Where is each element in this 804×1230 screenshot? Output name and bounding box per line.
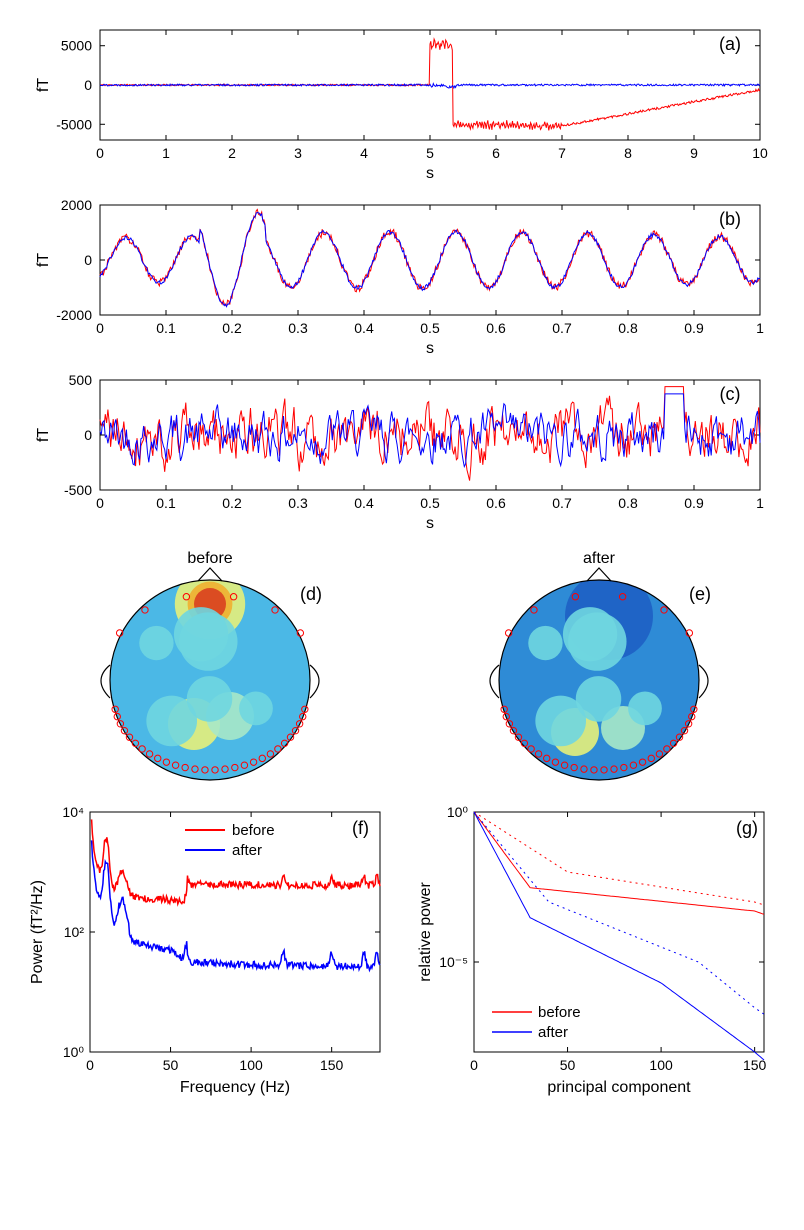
svg-text:after: after <box>538 1024 568 1041</box>
svg-text:1: 1 <box>756 320 764 336</box>
svg-text:fT: fT <box>35 428 52 442</box>
svg-text:0.2: 0.2 <box>222 495 242 511</box>
svg-text:0: 0 <box>86 1057 94 1073</box>
svg-text:s: s <box>426 340 434 357</box>
svg-text:(d): (d) <box>300 584 322 604</box>
svg-text:10⁻⁵: 10⁻⁵ <box>439 954 468 970</box>
svg-text:s: s <box>426 515 434 532</box>
svg-text:4: 4 <box>360 145 368 161</box>
svg-text:-2000: -2000 <box>56 307 92 323</box>
svg-text:0: 0 <box>84 252 92 268</box>
svg-text:0.5: 0.5 <box>420 495 440 511</box>
svg-text:150: 150 <box>320 1057 344 1073</box>
svg-text:1: 1 <box>756 495 764 511</box>
svg-text:0.6: 0.6 <box>486 495 506 511</box>
svg-text:9: 9 <box>690 145 698 161</box>
svg-text:principal component: principal component <box>547 1079 691 1096</box>
svg-text:6: 6 <box>492 145 500 161</box>
svg-text:0.3: 0.3 <box>288 320 308 336</box>
svg-text:0: 0 <box>84 77 92 93</box>
svg-text:0.8: 0.8 <box>618 320 638 336</box>
svg-text:0.2: 0.2 <box>222 320 242 336</box>
svg-text:8: 8 <box>624 145 632 161</box>
svg-text:0.1: 0.1 <box>156 320 176 336</box>
panel-f: 0 50 100 150 10⁰ 10² 10⁴ Frequency (Hz) Power (f… <box>20 800 400 1110</box>
panel-g: 05010015010⁻⁵10⁰principal componentrelat… <box>404 800 784 1110</box>
svg-text:100: 100 <box>649 1057 673 1073</box>
svg-text:-500: -500 <box>64 482 92 498</box>
svg-text:Power (fT²/Hz): Power (fT²/Hz) <box>29 880 46 984</box>
panel-b: 00.10.20.30.40.50.60.70.80.91-200002000s… <box>20 195 784 360</box>
panel-e: after (e) <box>409 545 784 790</box>
svg-text:50: 50 <box>560 1057 576 1073</box>
svg-text:0.9: 0.9 <box>684 495 704 511</box>
svg-text:0.7: 0.7 <box>552 320 572 336</box>
svg-text:Frequency (Hz): Frequency (Hz) <box>180 1079 290 1096</box>
svg-text:0.5: 0.5 <box>420 320 440 336</box>
svg-text:10⁰: 10⁰ <box>63 1044 85 1060</box>
svg-text:0: 0 <box>96 320 104 336</box>
svg-text:0: 0 <box>96 145 104 161</box>
svg-text:500: 500 <box>69 372 93 388</box>
svg-text:7: 7 <box>558 145 566 161</box>
svg-text:before: before <box>538 1004 581 1021</box>
svg-text:-5000: -5000 <box>56 116 92 132</box>
svg-text:3: 3 <box>294 145 302 161</box>
svg-text:10²: 10² <box>64 924 85 940</box>
svg-text:(c): (c) <box>720 384 741 404</box>
svg-text:0.6: 0.6 <box>486 320 506 336</box>
svg-text:50: 50 <box>163 1057 179 1073</box>
svg-text:0.4: 0.4 <box>354 495 374 511</box>
svg-text:0.4: 0.4 <box>354 320 374 336</box>
bottom-row: 0 50 100 150 10⁰ 10² 10⁴ Frequency (Hz) Power (f… <box>20 800 784 1120</box>
svg-text:100: 100 <box>239 1057 263 1073</box>
svg-text:fT: fT <box>35 78 52 92</box>
svg-text:s: s <box>426 165 434 182</box>
svg-text:(a): (a) <box>719 34 741 54</box>
svg-text:0.7: 0.7 <box>552 495 572 511</box>
svg-text:0.9: 0.9 <box>684 320 704 336</box>
svg-text:(b): (b) <box>719 209 741 229</box>
svg-text:(f): (f) <box>352 818 369 838</box>
svg-text:1: 1 <box>162 145 170 161</box>
svg-text:0: 0 <box>470 1057 478 1073</box>
svg-text:10⁰: 10⁰ <box>447 804 469 820</box>
svg-text:fT: fT <box>35 253 52 267</box>
svg-text:0.8: 0.8 <box>618 495 638 511</box>
svg-text:0: 0 <box>96 495 104 511</box>
svg-text:2: 2 <box>228 145 236 161</box>
svg-text:2000: 2000 <box>61 197 92 213</box>
svg-text:0: 0 <box>84 427 92 443</box>
panel-c: 00.10.20.30.40.50.60.70.80.91-5000500sfT… <box>20 370 784 535</box>
svg-text:after: after <box>583 550 616 567</box>
svg-text:(g): (g) <box>736 818 758 838</box>
svg-text:0.1: 0.1 <box>156 495 176 511</box>
svg-text:10⁴: 10⁴ <box>62 804 84 820</box>
svg-text:10: 10 <box>752 145 768 161</box>
panel-a: 012345678910-500005000sfT(a) <box>20 20 784 185</box>
svg-text:5000: 5000 <box>61 38 92 54</box>
svg-text:5: 5 <box>426 145 434 161</box>
topomap-row: before (d) after (e) <box>20 545 784 800</box>
svg-text:relative power: relative power <box>417 882 434 982</box>
svg-text:0.3: 0.3 <box>288 495 308 511</box>
svg-text:(e): (e) <box>689 584 711 604</box>
panel-d: before (d) <box>20 545 395 790</box>
svg-text:before: before <box>232 822 275 839</box>
svg-text:before: before <box>187 550 232 567</box>
figure-root: 012345678910-500005000sfT(a) 00.10.20.30… <box>20 20 784 1120</box>
svg-text:after: after <box>232 842 262 859</box>
